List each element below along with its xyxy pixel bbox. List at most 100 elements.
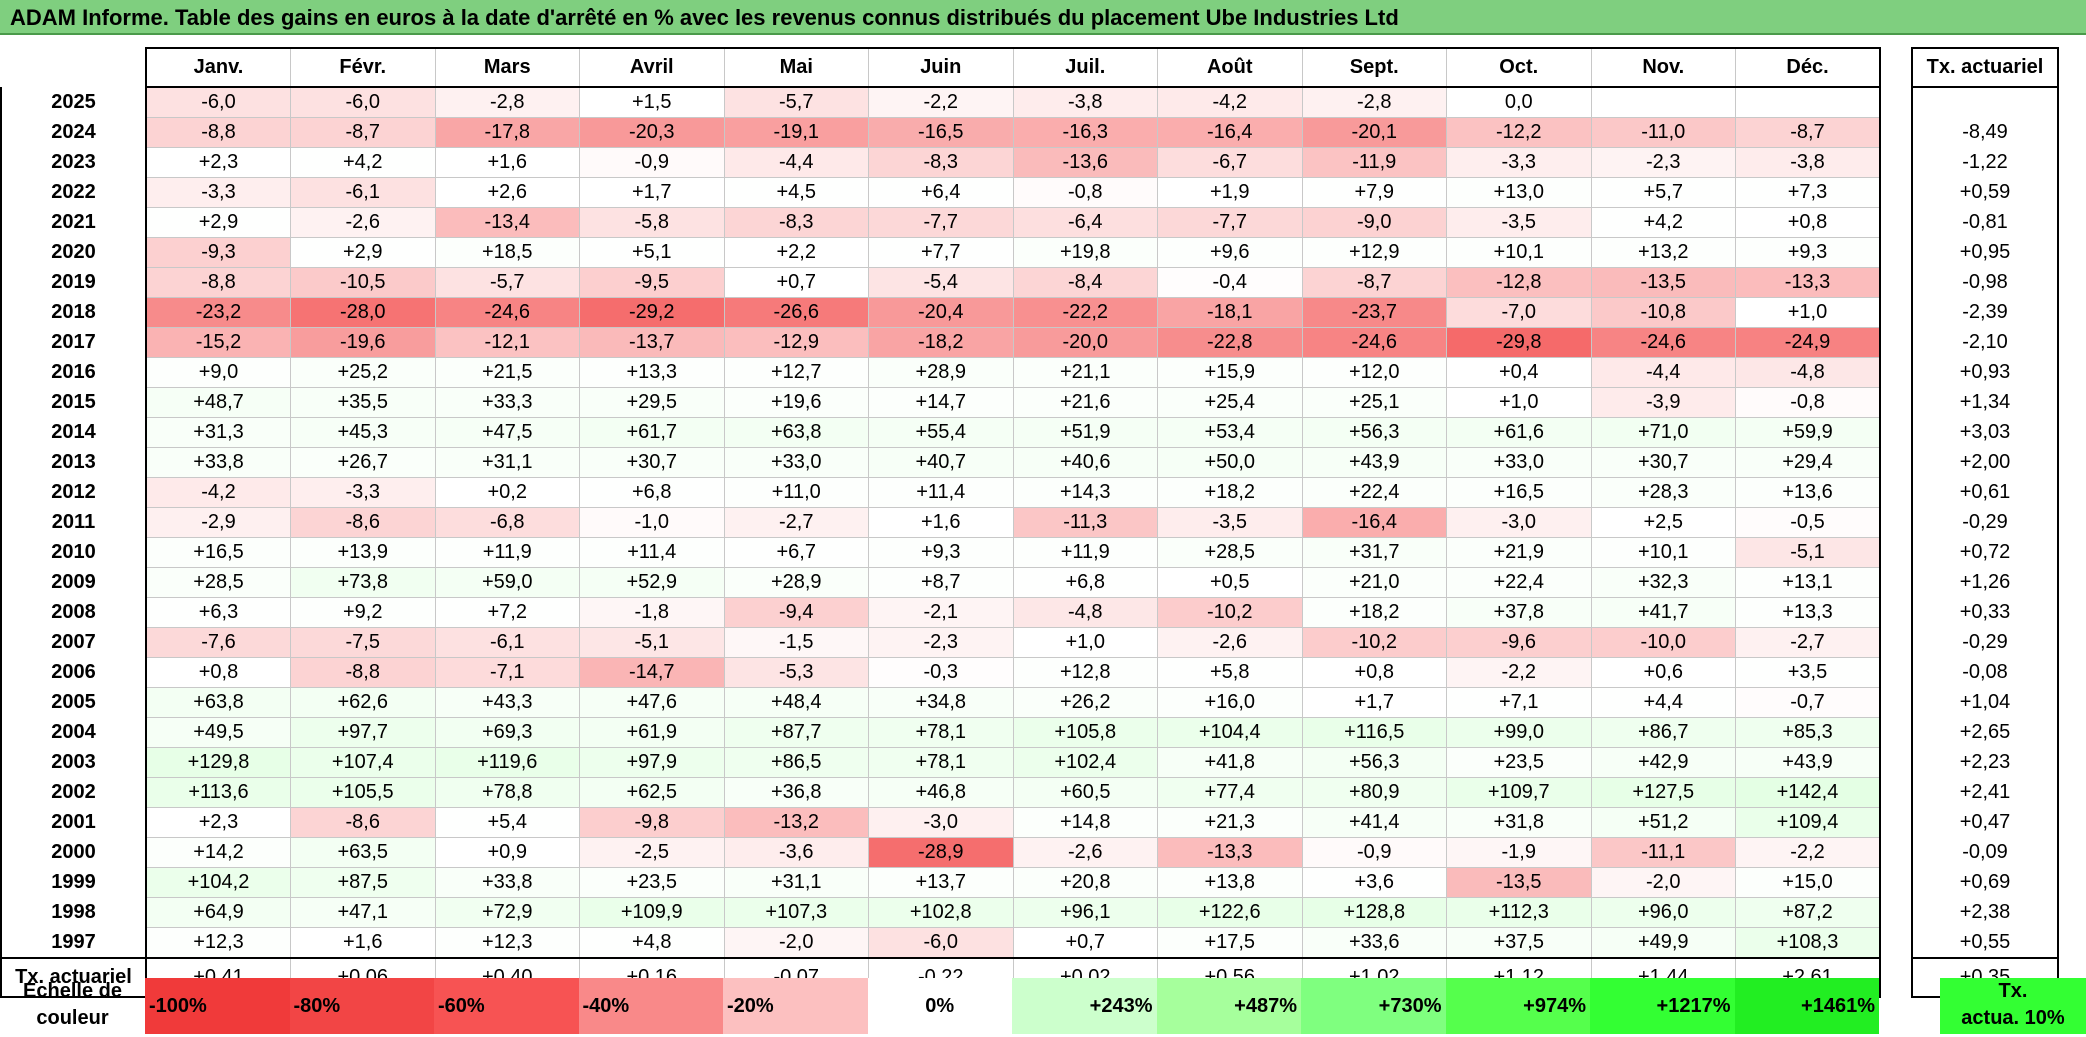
value-cell: +53,4 bbox=[1157, 417, 1303, 448]
gap-cell bbox=[1880, 477, 1912, 508]
gap-cell bbox=[1880, 567, 1912, 598]
rate-cell: -0,09 bbox=[1911, 837, 2059, 868]
value-cell: +104,2 bbox=[145, 867, 291, 898]
value-cell: -10,5 bbox=[290, 267, 436, 298]
value-cell: -6,7 bbox=[1157, 147, 1303, 178]
value-cell: +73,8 bbox=[290, 567, 436, 598]
value-cell: +6,8 bbox=[1012, 567, 1158, 598]
value-cell: +13,3 bbox=[1735, 597, 1881, 628]
value-cell: +78,1 bbox=[868, 717, 1014, 748]
value-cell: +21,0 bbox=[1301, 567, 1447, 598]
year-label: 2011 bbox=[0, 507, 146, 538]
value-cell: -20,3 bbox=[579, 117, 725, 148]
table-row: 1999 +104,2 +87,5 +33,8 +23,5 +31,1 +13,7 +20,8… bbox=[0, 867, 2059, 898]
value-cell: -11,1 bbox=[1590, 837, 1736, 868]
value-cell: +31,1 bbox=[434, 447, 580, 478]
value-cell: +11,9 bbox=[1012, 537, 1158, 568]
value-cell: -3,9 bbox=[1590, 387, 1736, 418]
value-cell: +5,1 bbox=[579, 237, 725, 268]
value-cell: -5,7 bbox=[434, 267, 580, 298]
value-cell: +5,8 bbox=[1157, 657, 1303, 688]
year-label: 2013 bbox=[0, 447, 146, 478]
table-row: 2021 +2,9 -2,6 -13,4 -5,8 -8,3 -7,7 -6,4 -7,7 -9,… bbox=[0, 207, 2059, 238]
value-cell: -9,8 bbox=[579, 807, 725, 838]
value-cell: +78,8 bbox=[434, 777, 580, 808]
value-cell: +62,6 bbox=[290, 687, 436, 718]
value-cell: -24,9 bbox=[1735, 327, 1881, 358]
value-cell: +11,4 bbox=[579, 537, 725, 568]
value-cell: +31,3 bbox=[145, 417, 291, 448]
value-cell: +26,2 bbox=[1012, 687, 1158, 718]
gap-cell bbox=[1880, 717, 1912, 748]
table-row: 2010 +16,5 +13,9 +11,9 +11,4 +6,7 +9,3 +11,9 +28… bbox=[0, 537, 2059, 568]
value-cell: +0,7 bbox=[723, 267, 869, 298]
value-cell: +45,3 bbox=[290, 417, 436, 448]
rate-cell: +0,33 bbox=[1911, 597, 2059, 628]
value-cell: -3,5 bbox=[1446, 207, 1592, 238]
value-cell: +43,9 bbox=[1301, 447, 1447, 478]
month-header: Déc. bbox=[1735, 47, 1881, 88]
value-cell: +48,4 bbox=[723, 687, 869, 718]
gap-cell bbox=[1880, 958, 1912, 997]
value-cell: -2,0 bbox=[1590, 867, 1736, 898]
value-cell: -8,7 bbox=[1735, 117, 1881, 148]
value-cell: +13,8 bbox=[1157, 867, 1303, 898]
gap-cell bbox=[1880, 417, 1912, 448]
value-cell: +12,7 bbox=[723, 357, 869, 388]
value-cell: -8,8 bbox=[145, 117, 291, 148]
value-cell: -23,7 bbox=[1301, 297, 1447, 328]
year-label: 2024 bbox=[0, 117, 146, 148]
value-cell: +56,3 bbox=[1301, 417, 1447, 448]
value-cell: +109,4 bbox=[1735, 807, 1881, 838]
gap-cell bbox=[1880, 897, 1912, 928]
value-cell: -10,2 bbox=[1157, 597, 1303, 628]
value-cell: +11,0 bbox=[723, 477, 869, 508]
value-cell: +30,7 bbox=[1590, 447, 1736, 478]
value-cell: -2,7 bbox=[723, 507, 869, 538]
rate-cell bbox=[1911, 87, 2059, 118]
value-cell: -2,6 bbox=[1157, 627, 1303, 658]
value-cell: +0,8 bbox=[1301, 657, 1447, 688]
year-label: 2015 bbox=[0, 387, 146, 418]
table-row: 2009 +28,5 +73,8 +59,0 +52,9 +28,9 +8,7 +6,8 +0,… bbox=[0, 567, 2059, 598]
gap-cell bbox=[1880, 117, 1912, 148]
value-cell: +31,1 bbox=[723, 867, 869, 898]
value-cell: +0,5 bbox=[1157, 567, 1303, 598]
value-cell: -26,6 bbox=[723, 297, 869, 328]
rate-cell: -2,39 bbox=[1911, 297, 2059, 328]
value-cell: +28,5 bbox=[145, 567, 291, 598]
table-row: 2002 +113,6 +105,5 +78,8 +62,5 +36,8 +46,8 +60,… bbox=[0, 777, 2059, 808]
value-cell: +1,6 bbox=[290, 927, 436, 959]
rate-cell: +0,59 bbox=[1911, 177, 2059, 208]
table-row: 2012 -4,2 -3,3 +0,2 +6,8 +11,0 +11,4 +14,3 +18,2… bbox=[0, 477, 2059, 508]
value-cell: +36,8 bbox=[723, 777, 869, 808]
value-cell: +6,3 bbox=[145, 597, 291, 628]
value-cell: +21,5 bbox=[434, 357, 580, 388]
value-cell: +61,6 bbox=[1446, 417, 1592, 448]
gap-cell bbox=[1880, 807, 1912, 838]
year-label: 2003 bbox=[0, 747, 146, 778]
value-cell: +7,2 bbox=[434, 597, 580, 628]
year-label: 2014 bbox=[0, 417, 146, 448]
value-cell: +0,8 bbox=[145, 657, 291, 688]
value-cell: +2,9 bbox=[290, 237, 436, 268]
value-cell: -2,3 bbox=[1590, 147, 1736, 178]
value-cell: +7,3 bbox=[1735, 177, 1881, 208]
value-cell: -13,3 bbox=[1157, 837, 1303, 868]
value-cell: +61,9 bbox=[579, 717, 725, 748]
value-cell: +18,2 bbox=[1157, 477, 1303, 508]
value-cell: +63,5 bbox=[290, 837, 436, 868]
value-cell: -6,4 bbox=[1012, 207, 1158, 238]
value-cell: +25,4 bbox=[1157, 387, 1303, 418]
value-cell: +2,9 bbox=[145, 207, 291, 238]
value-cell: -2,1 bbox=[868, 597, 1014, 628]
rate-cell: +0,69 bbox=[1911, 867, 2059, 898]
value-cell: +49,5 bbox=[145, 717, 291, 748]
gap-cell bbox=[1880, 297, 1912, 328]
value-cell: -8,6 bbox=[290, 807, 436, 838]
rate-cell: +0,72 bbox=[1911, 537, 2059, 568]
value-cell: -8,6 bbox=[290, 507, 436, 538]
value-cell: +33,8 bbox=[145, 447, 291, 478]
value-cell: +7,7 bbox=[868, 237, 1014, 268]
value-cell: -0,5 bbox=[1735, 507, 1881, 538]
